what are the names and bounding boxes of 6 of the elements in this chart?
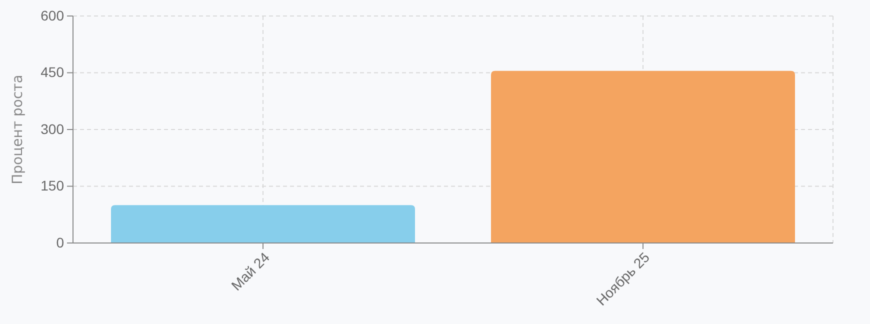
y-tick-label: 600 [40, 7, 64, 24]
y-tick-label: 300 [40, 120, 64, 137]
y-tick-label: 0 [56, 234, 64, 250]
y-axis-title: Процент роста [10, 74, 26, 184]
y-tick-label: 450 [40, 64, 64, 80]
y-tick-label: 150 [40, 178, 64, 194]
